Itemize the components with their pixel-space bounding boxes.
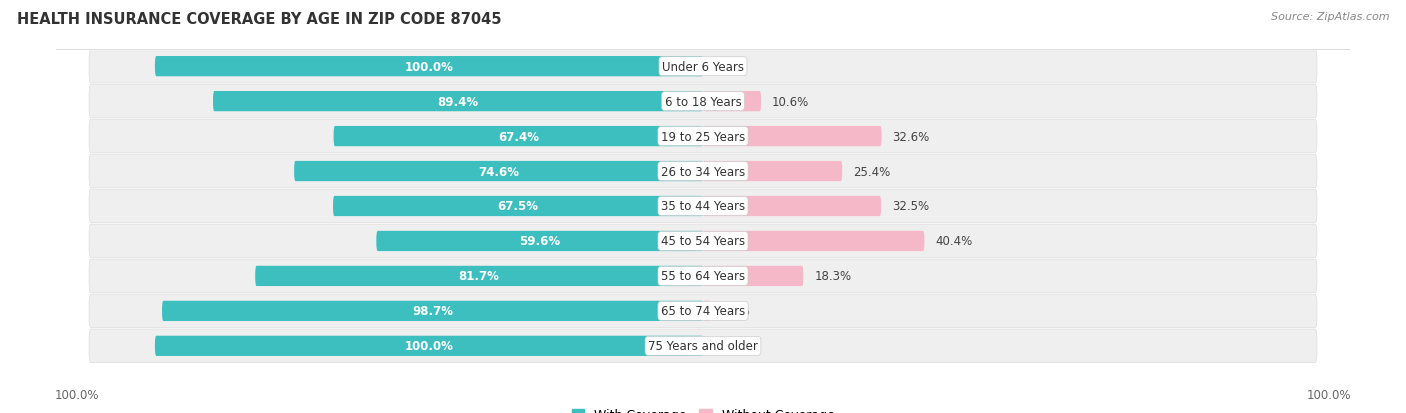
Text: 10.6%: 10.6% (772, 95, 810, 108)
FancyBboxPatch shape (89, 329, 1317, 363)
Text: 0.0%: 0.0% (714, 339, 744, 352)
Text: 0.0%: 0.0% (714, 61, 744, 74)
FancyBboxPatch shape (89, 155, 1317, 188)
FancyBboxPatch shape (703, 231, 924, 252)
FancyBboxPatch shape (89, 259, 1317, 293)
Text: 45 to 54 Years: 45 to 54 Years (661, 235, 745, 248)
FancyBboxPatch shape (333, 127, 703, 147)
FancyBboxPatch shape (333, 197, 703, 216)
Text: 35 to 44 Years: 35 to 44 Years (661, 200, 745, 213)
Text: 1.3%: 1.3% (721, 305, 751, 318)
FancyBboxPatch shape (256, 266, 703, 286)
FancyBboxPatch shape (703, 127, 882, 147)
Text: 59.6%: 59.6% (519, 235, 560, 248)
Text: 100.0%: 100.0% (55, 388, 100, 401)
Text: 100.0%: 100.0% (405, 339, 453, 352)
FancyBboxPatch shape (703, 197, 882, 216)
FancyBboxPatch shape (377, 231, 703, 252)
Text: 25.4%: 25.4% (853, 165, 890, 178)
Text: 100.0%: 100.0% (1306, 388, 1351, 401)
FancyBboxPatch shape (703, 92, 761, 112)
Legend: With Coverage, Without Coverage: With Coverage, Without Coverage (567, 404, 839, 413)
FancyBboxPatch shape (89, 294, 1317, 328)
Text: 98.7%: 98.7% (412, 305, 453, 318)
Text: HEALTH INSURANCE COVERAGE BY AGE IN ZIP CODE 87045: HEALTH INSURANCE COVERAGE BY AGE IN ZIP … (17, 12, 502, 27)
Text: 40.4%: 40.4% (935, 235, 973, 248)
FancyBboxPatch shape (89, 85, 1317, 119)
Text: Under 6 Years: Under 6 Years (662, 61, 744, 74)
FancyBboxPatch shape (155, 57, 703, 77)
FancyBboxPatch shape (89, 50, 1317, 84)
Text: 67.4%: 67.4% (498, 130, 538, 143)
Text: 75 Years and older: 75 Years and older (648, 339, 758, 352)
Text: Source: ZipAtlas.com: Source: ZipAtlas.com (1271, 12, 1389, 22)
FancyBboxPatch shape (89, 190, 1317, 223)
Text: 19 to 25 Years: 19 to 25 Years (661, 130, 745, 143)
Text: 18.3%: 18.3% (814, 270, 852, 283)
Text: 74.6%: 74.6% (478, 165, 519, 178)
Text: 32.5%: 32.5% (891, 200, 929, 213)
Text: 81.7%: 81.7% (458, 270, 499, 283)
Text: 65 to 74 Years: 65 to 74 Years (661, 305, 745, 318)
FancyBboxPatch shape (703, 161, 842, 182)
Text: 26 to 34 Years: 26 to 34 Years (661, 165, 745, 178)
Text: 89.4%: 89.4% (437, 95, 478, 108)
FancyBboxPatch shape (89, 120, 1317, 154)
FancyBboxPatch shape (89, 225, 1317, 258)
FancyBboxPatch shape (212, 92, 703, 112)
Text: 67.5%: 67.5% (498, 200, 538, 213)
Text: 100.0%: 100.0% (405, 61, 453, 74)
FancyBboxPatch shape (294, 161, 703, 182)
Text: 6 to 18 Years: 6 to 18 Years (665, 95, 741, 108)
FancyBboxPatch shape (703, 266, 803, 286)
FancyBboxPatch shape (162, 301, 703, 321)
FancyBboxPatch shape (703, 301, 710, 321)
FancyBboxPatch shape (155, 336, 703, 356)
Text: 55 to 64 Years: 55 to 64 Years (661, 270, 745, 283)
Text: 32.6%: 32.6% (893, 130, 929, 143)
